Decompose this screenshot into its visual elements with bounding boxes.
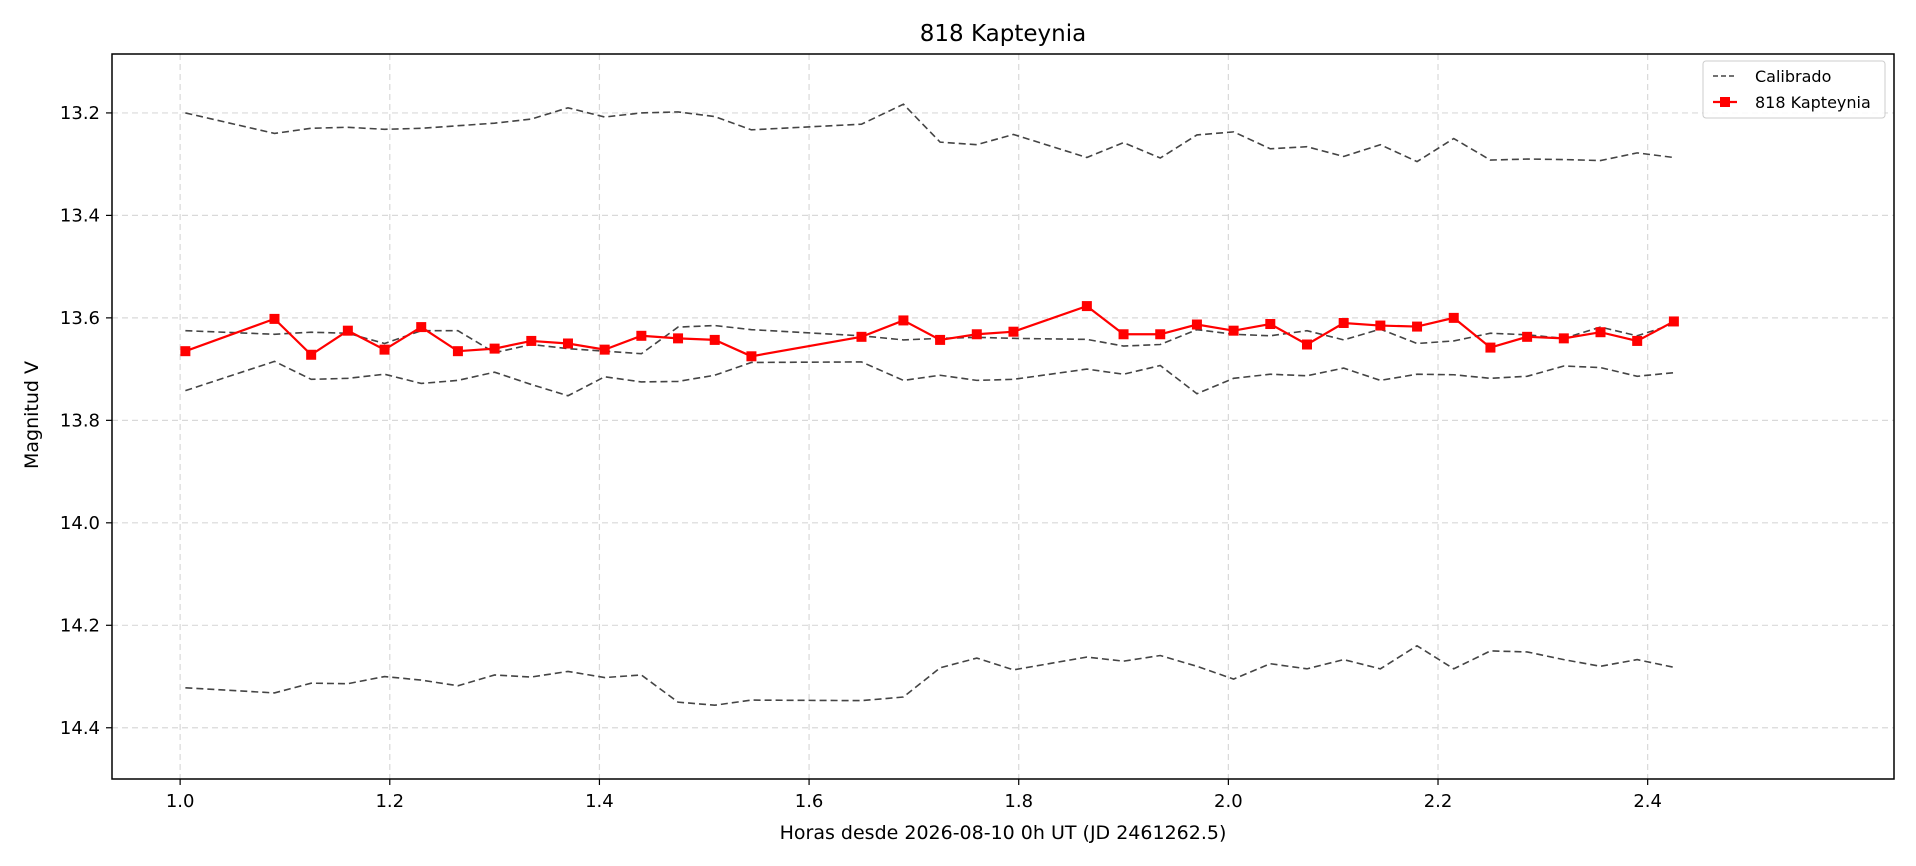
data-point xyxy=(526,335,537,346)
y-tick-label: 14.4 xyxy=(60,718,100,739)
data-point xyxy=(1155,329,1166,340)
data-point xyxy=(935,334,946,345)
data-point xyxy=(856,331,867,342)
x-tick-label: 1.0 xyxy=(166,791,195,812)
data-point xyxy=(269,313,280,324)
data-point xyxy=(1191,319,1202,330)
data-point xyxy=(709,334,720,345)
legend-target-label: 818 Kapteynia xyxy=(1755,93,1871,112)
x-tick-label: 2.0 xyxy=(1214,791,1243,812)
chart-title: 818 Kapteynia xyxy=(920,21,1086,47)
y-tick-label: 14.2 xyxy=(60,615,100,636)
legend-box xyxy=(1702,60,1886,119)
data-point xyxy=(1081,301,1092,312)
data-point xyxy=(1485,342,1496,353)
y-axis-label: Magnitud V xyxy=(21,361,43,469)
grid xyxy=(112,54,1894,779)
x-tick-label: 1.2 xyxy=(375,791,404,812)
x-tick-label: 1.4 xyxy=(585,791,614,812)
data-point xyxy=(342,325,353,336)
data-point xyxy=(1668,316,1679,327)
data-point xyxy=(1632,335,1643,346)
data-point xyxy=(379,344,390,355)
data-point xyxy=(1301,339,1312,350)
data-point xyxy=(416,322,427,333)
y-tick-label: 13.8 xyxy=(60,410,100,431)
x-tick-label: 2.4 xyxy=(1633,791,1662,812)
x-tick-label: 1.8 xyxy=(1004,791,1033,812)
data-point xyxy=(1522,331,1533,342)
data-point xyxy=(452,346,463,357)
calibrated-series-line xyxy=(185,323,1675,355)
legend-target-marker xyxy=(1720,97,1730,107)
data-point xyxy=(1118,329,1129,340)
data-point xyxy=(562,338,573,349)
legend-calibrated-label: Calibrado xyxy=(1755,67,1831,86)
data-point xyxy=(180,346,191,357)
x-tick-label: 1.6 xyxy=(795,791,824,812)
data-point xyxy=(1595,327,1606,338)
data-point xyxy=(1412,321,1423,332)
data-point xyxy=(1265,319,1276,330)
axes: 1.0 1.2 1.4 1.6 1.8 2.0 2.2 2.4 13.2 13.4 13.6 13.8… xyxy=(60,53,1895,812)
data-point xyxy=(636,330,647,341)
data-point xyxy=(1338,317,1349,328)
data-point xyxy=(1448,312,1459,323)
data-point xyxy=(599,344,610,355)
data-point xyxy=(489,343,500,354)
y-tick-label: 13.6 xyxy=(60,308,100,329)
calibrated-series-line xyxy=(185,644,1675,707)
y-tick-label: 14.0 xyxy=(60,513,100,534)
plot-frame xyxy=(111,53,1895,780)
data-point xyxy=(673,333,684,344)
data-point xyxy=(306,349,317,360)
data-point xyxy=(971,329,982,340)
data-point xyxy=(746,351,757,362)
series-group xyxy=(180,103,1679,707)
data-point xyxy=(1375,320,1386,331)
legend: Calibrado 818 Kapteynia xyxy=(1702,60,1886,119)
data-point xyxy=(1008,326,1019,337)
calibrated-series-line xyxy=(185,360,1674,397)
data-point xyxy=(1228,325,1239,336)
x-axis-label: Horas desde 2026-08-10 0h UT (JD 2461262… xyxy=(780,822,1227,844)
data-point xyxy=(1558,333,1569,344)
calibrated-series-line xyxy=(185,103,1674,163)
x-tick-label: 2.2 xyxy=(1424,791,1453,812)
y-tick-label: 13.2 xyxy=(60,103,100,124)
data-point xyxy=(898,315,909,326)
y-tick-label: 13.4 xyxy=(60,205,100,226)
